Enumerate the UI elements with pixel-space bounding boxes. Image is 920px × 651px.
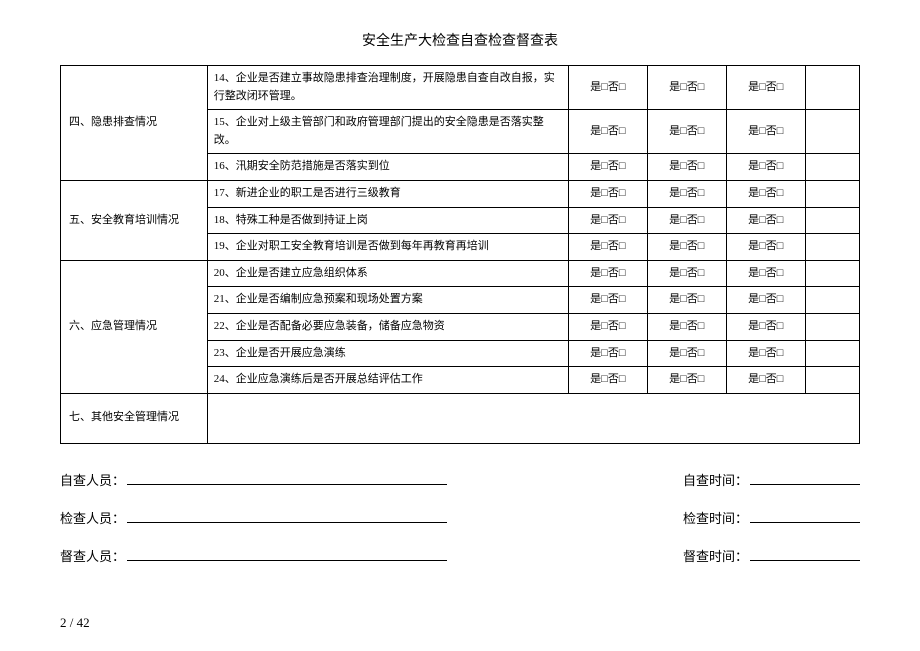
check-time-label: 检查时间： [683, 508, 748, 527]
signature-row: 自查人员： 自查时间： [60, 469, 860, 489]
section-label-7: 七、其他安全管理情况 [61, 393, 208, 443]
item-text: 22、企业是否配备必要应急装备，储备应急物资 [207, 313, 568, 340]
check-cell: 是□否□ [647, 313, 726, 340]
check-cell: 是□否□ [726, 234, 805, 261]
item-text: 14、企业是否建立事故隐患排查治理制度，开展隐患自查自改自报，实行整改闭环管理。 [207, 66, 568, 110]
check-cell: 是□否□ [647, 66, 726, 110]
empty-cell [805, 234, 859, 261]
check-cell: 是□否□ [568, 234, 647, 261]
check-cell: 是□否□ [647, 180, 726, 207]
item-text: 21、企业是否编制应急预案和现场处置方案 [207, 287, 568, 314]
empty-cell [805, 110, 859, 154]
check-cell: 是□否□ [568, 340, 647, 367]
check-cell: 是□否□ [568, 260, 647, 287]
check-cell: 是□否□ [647, 234, 726, 261]
empty-cell [805, 367, 859, 394]
table-row: 四、隐患排查情况 14、企业是否建立事故隐患排查治理制度，开展隐患自查自改自报，… [61, 66, 860, 110]
signature-area: 自查人员： 自查时间： 检查人员： 检查时间： 督查人员： 督查时间： [60, 469, 860, 565]
item-text: 15、企业对上级主管部门和政府管理部门提出的安全隐患是否落实整改。 [207, 110, 568, 154]
table-row: 五、安全教育培训情况 17、新进企业的职工是否进行三级教育 是□否□ 是□否□ … [61, 180, 860, 207]
check-cell: 是□否□ [568, 180, 647, 207]
check-cell: 是□否□ [568, 287, 647, 314]
empty-cell [805, 207, 859, 234]
check-cell: 是□否□ [647, 260, 726, 287]
section-label-6: 六、应急管理情况 [61, 260, 208, 393]
check-cell: 是□否□ [647, 207, 726, 234]
empty-cell [805, 180, 859, 207]
empty-cell [805, 66, 859, 110]
inspection-table: 四、隐患排查情况 14、企业是否建立事故隐患排查治理制度，开展隐患自查自改自报，… [60, 65, 860, 444]
signature-row: 督查人员： 督查时间： [60, 545, 860, 565]
empty-cell [805, 313, 859, 340]
item-text: 20、企业是否建立应急组织体系 [207, 260, 568, 287]
empty-cell [805, 340, 859, 367]
empty-cell [805, 154, 859, 181]
table-row: 七、其他安全管理情况 [61, 393, 860, 443]
check-cell: 是□否□ [568, 154, 647, 181]
item-text: 19、企业对职工安全教育培训是否做到每年再教育再培训 [207, 234, 568, 261]
table-row: 六、应急管理情况 20、企业是否建立应急组织体系 是□否□ 是□否□ 是□否□ [61, 260, 860, 287]
page-number: 2 / 42 [60, 615, 90, 631]
document-title: 安全生产大检查自查检查督查表 [60, 30, 860, 50]
check-cell: 是□否□ [568, 110, 647, 154]
check-cell: 是□否□ [647, 287, 726, 314]
supervise-time-label: 督查时间： [683, 546, 748, 565]
item-text: 16、汛期安全防范措施是否落实到位 [207, 154, 568, 181]
check-cell: 是□否□ [568, 207, 647, 234]
check-cell: 是□否□ [726, 154, 805, 181]
item-text: 24、企业应急演练后是否开展总结评估工作 [207, 367, 568, 394]
check-cell: 是□否□ [726, 110, 805, 154]
check-cell: 是□否□ [647, 110, 726, 154]
check-cell: 是□否□ [726, 66, 805, 110]
supervise-time-line [750, 545, 860, 561]
self-check-person-label: 自查人员： [60, 470, 125, 489]
check-cell: 是□否□ [726, 367, 805, 394]
check-cell: 是□否□ [726, 287, 805, 314]
check-cell: 是□否□ [568, 367, 647, 394]
section-label-4: 四、隐患排查情况 [61, 66, 208, 181]
check-cell: 是□否□ [568, 313, 647, 340]
empty-cell [805, 260, 859, 287]
check-person-label: 检查人员： [60, 508, 125, 527]
check-cell: 是□否□ [647, 154, 726, 181]
check-cell: 是□否□ [726, 180, 805, 207]
supervise-person-label: 督查人员： [60, 546, 125, 565]
item-text: 18、特殊工种是否做到持证上岗 [207, 207, 568, 234]
check-cell: 是□否□ [568, 66, 647, 110]
check-cell: 是□否□ [726, 340, 805, 367]
self-check-time-label: 自查时间： [683, 470, 748, 489]
signature-row: 检查人员： 检查时间： [60, 507, 860, 527]
empty-cell [805, 287, 859, 314]
check-cell: 是□否□ [726, 260, 805, 287]
check-time-line [750, 507, 860, 523]
check-cell: 是□否□ [726, 207, 805, 234]
self-check-time-line [750, 469, 860, 485]
section-label-5: 五、安全教育培训情况 [61, 180, 208, 260]
check-person-line [127, 507, 447, 523]
check-cell: 是□否□ [647, 367, 726, 394]
check-cell: 是□否□ [726, 313, 805, 340]
check-cell: 是□否□ [647, 340, 726, 367]
item-text: 23、企业是否开展应急演练 [207, 340, 568, 367]
supervise-person-line [127, 545, 447, 561]
self-check-person-line [127, 469, 447, 485]
item-text: 17、新进企业的职工是否进行三级教育 [207, 180, 568, 207]
empty-cell [207, 393, 859, 443]
